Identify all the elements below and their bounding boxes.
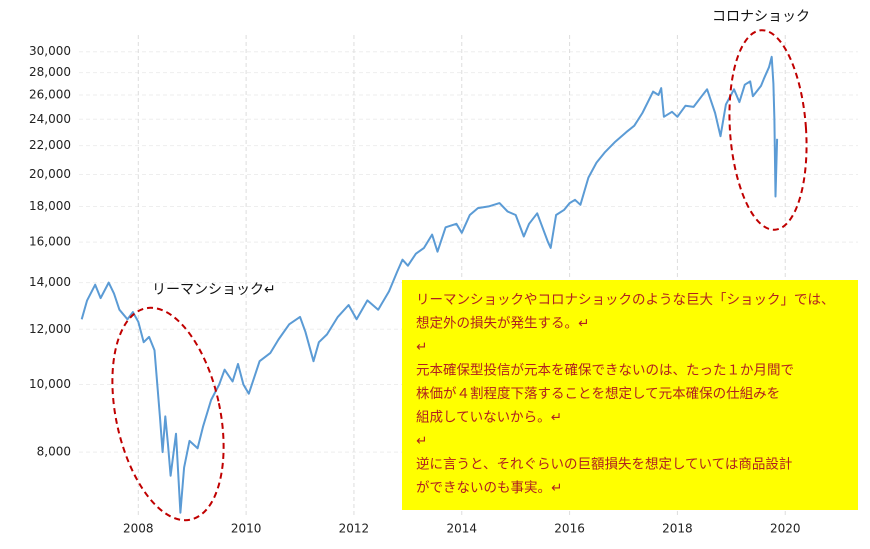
y-tick-label: 24,000 [29, 112, 71, 126]
note-text: 組成していないから。↵ [416, 410, 562, 426]
corona-circle [728, 29, 808, 231]
y-tick-label: 28,000 [29, 65, 71, 79]
x-tick-label: 2010 [231, 522, 262, 536]
annotation: リーマンショック↵ [152, 282, 276, 298]
x-tick-label: 2018 [662, 522, 693, 536]
note-text: 逆に言うと、それぐらいの巨額損失を想定していては商品設計 [416, 457, 792, 473]
x-tick-label: 2008 [123, 522, 154, 536]
y-tick-label: 20,000 [29, 167, 71, 181]
x-tick-label: 2020 [770, 522, 801, 536]
x-tick-label: 2012 [339, 522, 370, 536]
x-tick-label: 2016 [554, 522, 585, 536]
x-tick-label: 2014 [446, 522, 477, 536]
note-box [402, 280, 858, 510]
note-text: 株価が４割程度下落することを想定して元本確保の仕組みを [416, 385, 780, 402]
annotation: コロナショック [712, 9, 810, 25]
note-text: 元本確保型投信が元本を確保できないのは、たった１か月間で [416, 363, 794, 379]
note-text: リーマンショックやコロナショックのような巨大「ショック」では、 [416, 292, 835, 308]
y-tick-label: 22,000 [29, 138, 71, 152]
y-tick-label: 26,000 [29, 88, 71, 102]
note-text: ↵ [416, 339, 427, 355]
y-tick-label: 18,000 [29, 199, 71, 213]
note-text: 想定外の損失が発生する。↵ [416, 316, 589, 332]
note-text: ↵ [416, 433, 427, 449]
lehman-circle [111, 306, 225, 522]
y-tick-label: 10,000 [29, 377, 71, 391]
line-series [80, 55, 779, 514]
y-tick-label: 12,000 [29, 322, 71, 336]
y-tick-label: 16,000 [29, 235, 71, 249]
y-tick-label: 14,000 [29, 275, 71, 289]
y-tick-label: 8,000 [37, 445, 71, 459]
y-tick-label: 30,000 [29, 44, 71, 58]
note-text: ができないのも事実。↵ [416, 480, 562, 496]
